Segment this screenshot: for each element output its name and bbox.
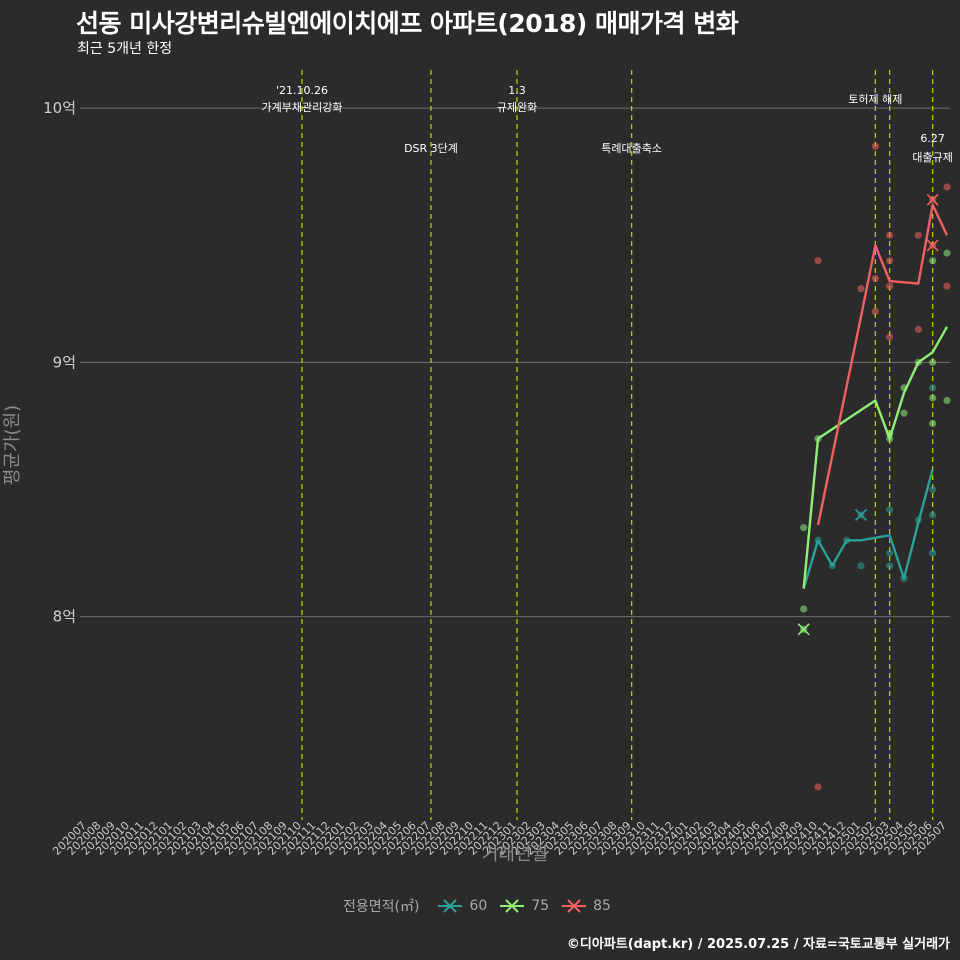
series-85 xyxy=(814,142,951,791)
x-axis-title: 거래년월 xyxy=(482,844,548,865)
series-75 xyxy=(797,249,951,636)
data-point xyxy=(914,231,922,239)
marked-point xyxy=(926,239,939,252)
event-label: 6.27 xyxy=(920,132,945,145)
data-point xyxy=(943,249,951,257)
data-point xyxy=(943,396,951,405)
price-chart: 8억9억10억202007202008202009202010202011202… xyxy=(2,70,953,865)
source-caption: ©디아파트(dapt.kr) / 2025.07.25 / 자료=국토교통부 실… xyxy=(566,937,950,952)
data-point xyxy=(929,358,937,366)
event-label: DSR 3단계 xyxy=(404,142,458,155)
y-tick-label: 9억 xyxy=(53,353,76,371)
marked-cross xyxy=(797,623,810,636)
data-point xyxy=(929,549,937,557)
data-point xyxy=(929,394,937,402)
data-point xyxy=(871,307,879,316)
series-line xyxy=(802,326,949,589)
y-axis-title: 평균가(원) xyxy=(2,405,23,485)
legend-swatch-75 xyxy=(500,899,525,913)
legend-label-85: 85 xyxy=(593,898,611,914)
marked-point xyxy=(926,193,939,206)
event-label: '21.10.26 xyxy=(276,84,328,97)
legend-swatch-60 xyxy=(438,899,463,913)
data-point xyxy=(943,282,951,290)
data-point xyxy=(886,562,894,570)
event-label: 대출규제 xyxy=(912,151,952,164)
data-point xyxy=(900,409,908,417)
y-tick-label: 10억 xyxy=(43,99,76,117)
event-label: 토허제 해제 xyxy=(848,92,902,106)
data-point xyxy=(800,605,808,613)
series-60 xyxy=(802,384,937,589)
event-label: 1.3 xyxy=(508,84,526,97)
legend-title: 전용면적(㎡) xyxy=(343,899,420,915)
data-point xyxy=(886,549,894,557)
data-point xyxy=(857,285,865,293)
data-point xyxy=(886,506,894,514)
series-line xyxy=(816,203,949,526)
y-tick-label: 8억 xyxy=(53,608,76,626)
data-point xyxy=(886,333,894,341)
marked-point xyxy=(854,508,868,521)
data-point xyxy=(886,282,894,290)
data-point xyxy=(929,384,937,392)
chart-title: 선동 미사강변리슈빌엔에이치에프 아파트(2018) 매매가격 변화 xyxy=(76,9,739,38)
data-point xyxy=(929,511,937,519)
legend-swatch-85 xyxy=(562,899,587,913)
legend-label-75: 75 xyxy=(531,898,550,914)
data-point xyxy=(886,257,894,265)
data-point xyxy=(914,325,922,333)
marked-cross xyxy=(926,193,939,206)
legend-item-85: 85 xyxy=(561,898,611,914)
legend-item-60: 60 xyxy=(437,898,487,914)
data-point xyxy=(871,142,879,150)
data-point xyxy=(814,783,822,791)
marked-cross xyxy=(926,239,939,252)
legend-label-60: 60 xyxy=(469,898,488,914)
data-point xyxy=(929,419,937,427)
data-point xyxy=(886,231,894,239)
data-point xyxy=(929,485,937,494)
data-point xyxy=(929,257,937,265)
chart-subtitle: 최근 5개년 한정 xyxy=(77,41,173,57)
marked-point xyxy=(797,623,810,636)
legend: 전용면적(㎡) 60 75 85 xyxy=(0,896,960,916)
event-label: 특례대출축소 xyxy=(601,142,662,155)
legend-item-75: 75 xyxy=(499,898,549,914)
data-point xyxy=(943,183,951,191)
series-line xyxy=(802,468,934,589)
marked-cross xyxy=(854,508,868,521)
data-point xyxy=(814,257,822,265)
event-label: 가계부채관리강화 xyxy=(262,101,343,114)
data-point xyxy=(800,524,808,532)
data-point xyxy=(871,274,879,283)
data-point xyxy=(857,562,865,570)
event-label: 규제완화 xyxy=(497,101,537,114)
